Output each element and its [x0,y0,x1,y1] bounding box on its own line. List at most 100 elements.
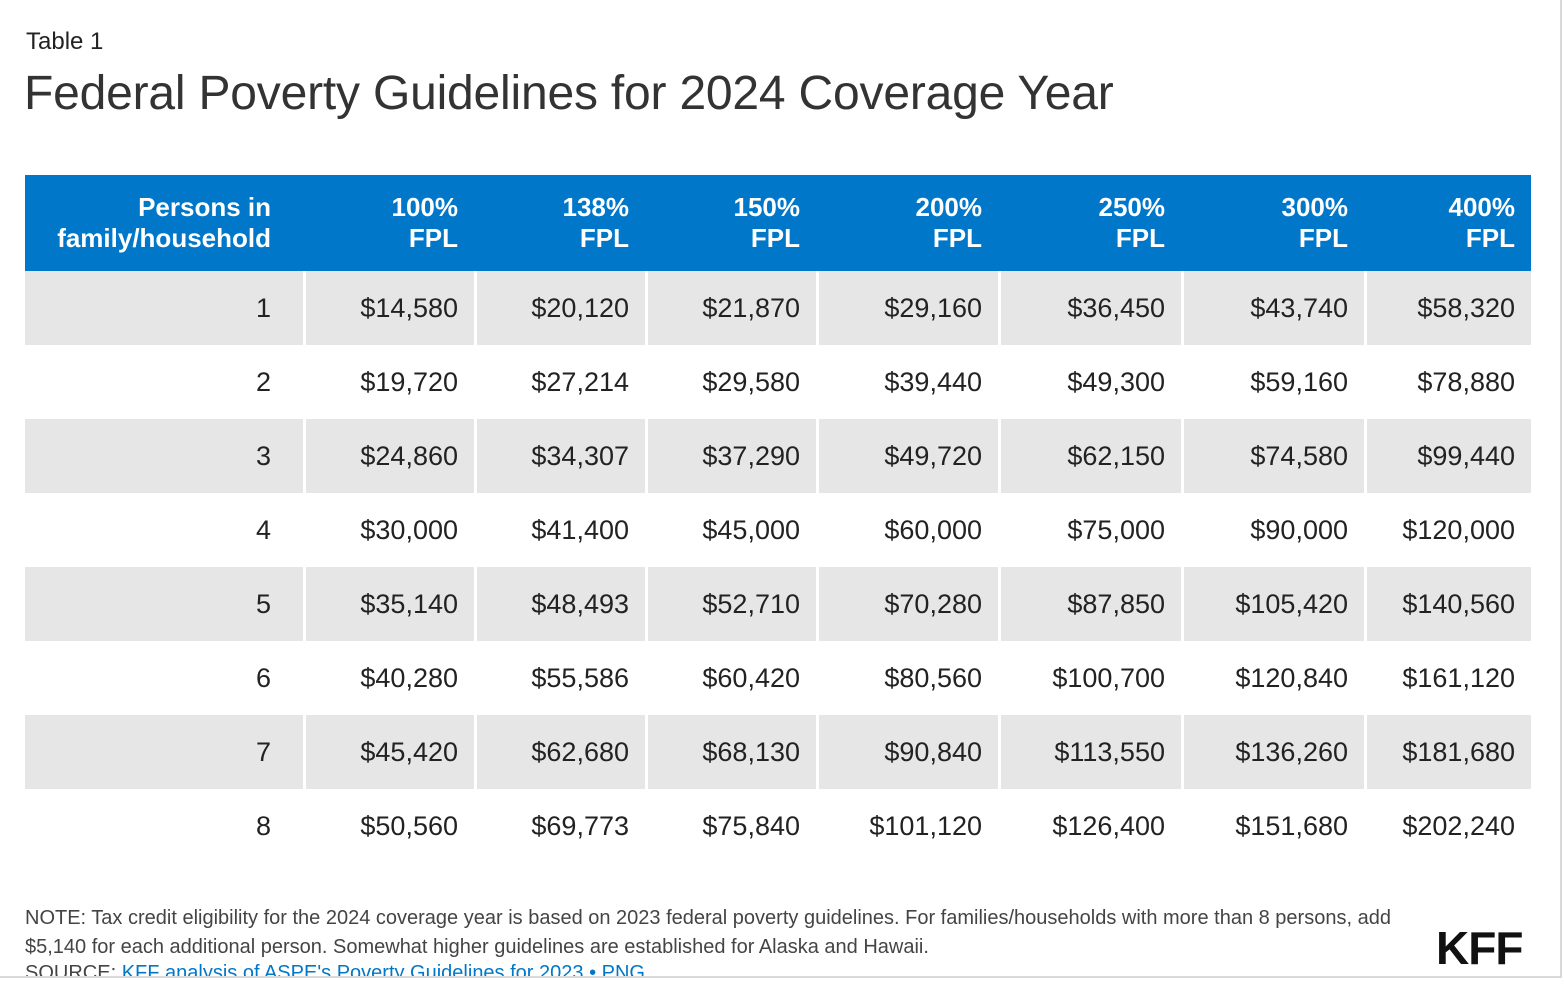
column-header-line2: FPL [1465,223,1515,253]
column-header: 138% FPL [474,192,645,254]
fpl-value-cell: $52,710 [645,567,816,641]
source-link[interactable]: KFF analysis of ASPE's Poverty Guideline… [121,962,584,978]
fpl-value-cell: $14,580 [303,271,474,345]
column-header-line1: 200% [915,192,983,222]
table-row: 3 $24,860 $34,307 $37,290 $49,720 $62,150 $74,… [25,419,1531,493]
fpl-value-cell: $75,840 [702,811,800,841]
fpl-value-cell: $48,493 [474,567,645,641]
fpl-value-cell: $29,160 [816,271,998,345]
fpl-value-cell: $136,260 [1181,715,1364,789]
fpl-value-cell: $20,120 [474,271,645,345]
fpl-value-cell: $45,420 [303,715,474,789]
fpl-value-cell: $101,120 [869,811,982,841]
fpl-value-cell: $39,440 [884,367,982,397]
column-header-line1: 138% [562,192,630,222]
persons-cell: 7 [25,715,303,789]
column-header: Persons in family/household [25,192,303,254]
fpl-value-cell: $24,860 [303,419,474,493]
column-header-line2: FPL [932,223,982,253]
fpl-value-cell: $80,560 [884,663,982,693]
fpl-value-cell: $43,740 [1181,271,1364,345]
fpl-value-cell: $120,840 [1235,663,1348,693]
fpl-value-cell: $27,214 [531,367,629,397]
source-prefix: SOURCE: [25,962,122,978]
fpl-value-cell: $58,320 [1364,271,1531,345]
fpl-value-cell: $113,550 [998,715,1181,789]
source-line: SOURCE: KFF analysis of ASPE's Poverty G… [25,962,645,978]
table-row: 8 $50,560 $69,773 $75,840 $101,120 $126,400 $1… [25,789,1531,863]
fpl-value-cell: $68,130 [645,715,816,789]
column-header-line2: FPL [408,223,458,253]
column-header-line1: 400% [1448,192,1516,222]
fpl-value-cell: $87,850 [998,567,1181,641]
fpl-value-cell: $140,560 [1364,567,1531,641]
column-header: 100% FPL [303,192,474,254]
fpl-value-cell: $59,160 [1250,367,1348,397]
fpl-value-cell: $29,580 [702,367,800,397]
column-header-line1: Persons in [138,192,271,222]
persons-cell: 5 [25,567,303,641]
fpl-value-cell: $90,000 [1250,515,1348,545]
fpl-value-cell: $161,120 [1402,663,1515,693]
column-header: 250% FPL [998,192,1181,254]
persons-cell: 6 [255,663,271,693]
fpl-value-cell: $78,880 [1417,367,1515,397]
column-header-line1: 150% [733,192,801,222]
table-row: 2 $19,720 $27,214 $29,580 $39,440 $49,300 $59,… [25,345,1531,419]
column-header-line2: FPL [750,223,800,253]
poverty-table: Persons in family/household 100% FPL 138% FPL… [25,175,1531,863]
kff-logo: KFF [1436,922,1523,974]
persons-cell: 1 [25,271,303,345]
column-header: 400% FPL [1364,192,1531,254]
column-header-line2: FPL [1115,223,1165,253]
fpl-value-cell: $202,240 [1402,811,1515,841]
fpl-value-cell: $151,680 [1235,811,1348,841]
table-row: 7 $45,420 $62,680 $68,130 $90,840 $113,550 $13… [25,715,1531,789]
fpl-value-cell: $49,720 [816,419,998,493]
fpl-value-cell: $90,840 [816,715,998,789]
fpl-value-cell: $60,000 [884,515,982,545]
fpl-value-cell: $34,307 [474,419,645,493]
column-header-line2: FPL [579,223,629,253]
fpl-value-cell: $35,140 [303,567,474,641]
column-header-line2: family/household [57,223,271,253]
table-number: Table 1 [26,28,104,55]
png-link[interactable]: PNG [601,962,645,978]
fpl-value-cell: $41,400 [531,515,629,545]
table-row: 5 $35,140 $48,493 $52,710 $70,280 $87,850 $105… [25,567,1531,641]
source-separator: • [583,962,602,978]
fpl-value-cell: $99,440 [1364,419,1531,493]
persons-cell: 2 [255,367,271,397]
fpl-value-cell: $60,420 [702,663,800,693]
fpl-value-cell: $62,150 [998,419,1181,493]
fpl-value-cell: $120,000 [1402,515,1515,545]
table-row: 6 $40,280 $55,586 $60,420 $80,560 $100,700 $12… [25,641,1531,715]
fpl-value-cell: $105,420 [1181,567,1364,641]
table-row: 4 $30,000 $41,400 $45,000 $60,000 $75,000 $90,… [25,493,1531,567]
footnote: NOTE: Tax credit eligibility for the 202… [25,907,1391,958]
persons-cell: 4 [255,515,271,545]
fpl-value-cell: $37,290 [645,419,816,493]
column-header-line1: 100% [391,192,459,222]
fpl-value-cell: $50,560 [360,811,458,841]
page-title: Federal Poverty Guidelines for 2024 Cove… [24,67,1114,120]
fpl-value-cell: $36,450 [998,271,1181,345]
fpl-value-cell: $126,400 [1052,811,1165,841]
fpl-value-cell: $19,720 [360,367,458,397]
fpl-value-cell: $30,000 [360,515,458,545]
fpl-value-cell: $100,700 [1052,663,1165,693]
fpl-value-cell: $69,773 [531,811,629,841]
fpl-value-cell: $49,300 [1067,367,1165,397]
column-header-line1: 250% [1098,192,1166,222]
fpl-value-cell: $21,870 [645,271,816,345]
table-row: 1 $14,580 $20,120 $21,870 $29,160 $36,450 $43,… [25,271,1531,345]
persons-cell: 8 [255,811,271,841]
fpl-value-cell: $45,000 [702,515,800,545]
persons-cell: 3 [25,419,303,493]
table-body: 1 $14,580 $20,120 $21,870 $29,160 $36,450 $43,… [25,271,1531,863]
fpl-value-cell: $40,280 [360,663,458,693]
fpl-value-cell: $55,586 [531,663,629,693]
fpl-value-cell: $62,680 [474,715,645,789]
column-header: 300% FPL [1181,192,1364,254]
